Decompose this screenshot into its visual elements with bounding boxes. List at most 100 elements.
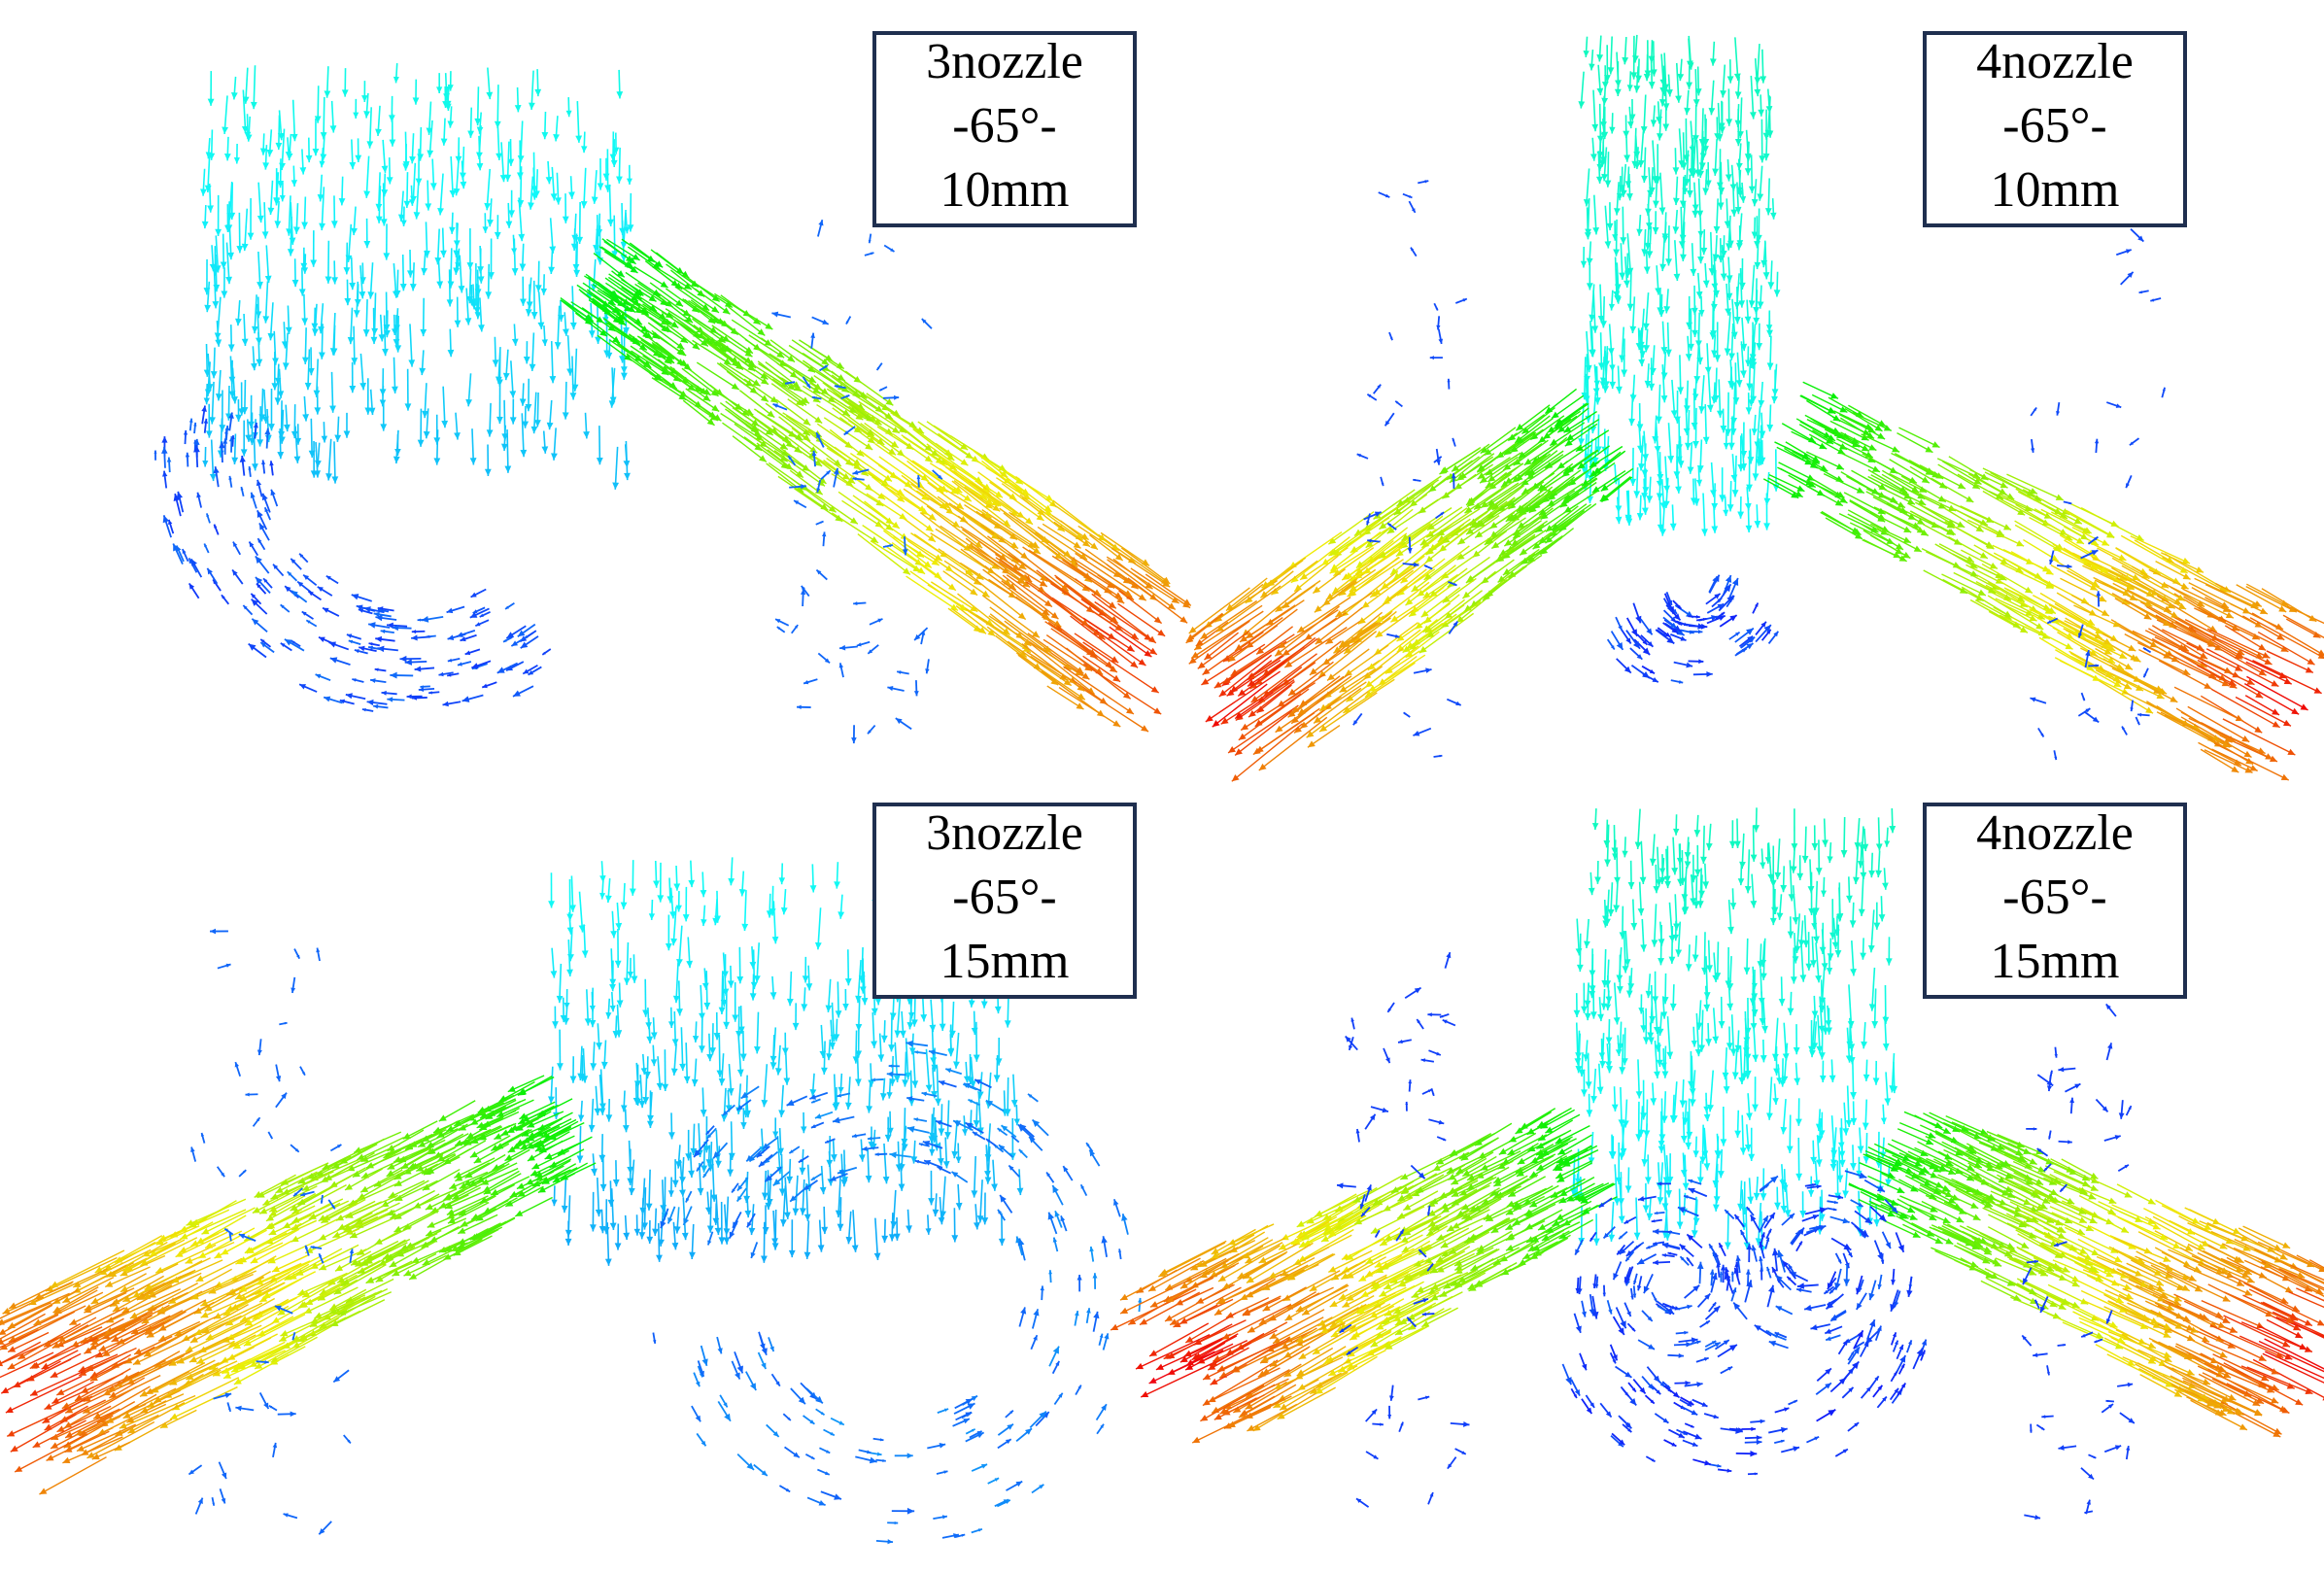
vector-head — [1762, 272, 1770, 280]
vector-head — [1130, 633, 1139, 640]
vector-head — [1425, 667, 1432, 673]
vector-head — [1684, 107, 1691, 116]
flow-vector — [844, 370, 894, 406]
flow-vector — [1004, 620, 1072, 671]
vector-head — [1126, 644, 1135, 652]
vector-head — [496, 379, 503, 387]
flow-vector — [1027, 633, 1084, 674]
vector-head — [612, 482, 620, 490]
vector-head — [1706, 670, 1713, 677]
vector-head — [787, 383, 796, 391]
vector-head — [1670, 410, 1678, 418]
vector-head — [923, 561, 932, 568]
vector-head — [550, 193, 558, 201]
vector-head — [530, 192, 538, 200]
vector-head — [821, 531, 827, 537]
vector-head — [1595, 176, 1603, 184]
vector-head — [1464, 506, 1473, 514]
vector-head — [1717, 202, 1725, 210]
vector-head — [620, 366, 628, 374]
vector-head — [1578, 101, 1586, 109]
vector-head — [464, 318, 472, 325]
vector-head — [1626, 193, 1633, 201]
vector-head — [1615, 296, 1622, 304]
vector-head — [275, 377, 282, 385]
vector-head — [353, 310, 360, 318]
flow-vector — [680, 308, 718, 334]
vector-head — [1740, 370, 1747, 378]
flow-vector — [1343, 610, 1397, 655]
flow-vector — [1082, 641, 1160, 694]
vector-head — [616, 176, 623, 184]
flow-vector — [253, 65, 256, 110]
vector-head — [534, 420, 541, 427]
vector-head — [203, 288, 211, 295]
vector-head — [913, 691, 919, 697]
vector-head — [1698, 406, 1706, 414]
vector-head — [370, 336, 378, 345]
flow-vector — [849, 452, 893, 483]
vector-head — [258, 414, 266, 422]
vector-head — [1663, 485, 1671, 493]
vector-head — [660, 298, 668, 306]
vector-head — [708, 411, 717, 419]
vector-head — [1690, 268, 1697, 277]
flow-vector — [1127, 577, 1188, 624]
vector-head — [611, 251, 619, 258]
vector-head — [154, 450, 157, 454]
vector-head — [1491, 541, 1500, 549]
vector-head — [925, 525, 934, 532]
vector-head — [1420, 610, 1429, 618]
vector-head — [525, 309, 532, 317]
flow-vector — [876, 426, 914, 451]
vector-head — [1738, 282, 1746, 291]
flow-vector — [1428, 460, 1474, 493]
flow-vector — [917, 421, 974, 460]
vector-head — [548, 266, 556, 274]
vector-head — [1708, 107, 1716, 116]
flow-vector — [2014, 524, 2062, 552]
vector-head — [1773, 290, 1781, 297]
vector-head — [597, 183, 604, 190]
vector-head — [325, 276, 332, 284]
vector-head — [722, 335, 731, 342]
vector-head — [349, 282, 357, 291]
vector-head — [1672, 197, 1680, 206]
vector-head — [1643, 266, 1651, 274]
vector-head — [379, 389, 387, 396]
flow-vector — [719, 318, 762, 352]
vector-head — [204, 304, 212, 313]
vector-head — [530, 312, 538, 320]
vector-head — [215, 228, 222, 237]
vector-head — [1125, 707, 1134, 714]
vector-head — [1730, 474, 1738, 482]
vector-head — [571, 384, 579, 392]
vector-head — [313, 390, 321, 397]
vector-head — [386, 177, 393, 185]
vector-head — [1733, 301, 1741, 310]
vector-head — [1586, 257, 1593, 265]
vector-head — [248, 421, 255, 429]
vector-head — [1759, 155, 1766, 163]
vector-head — [486, 91, 494, 100]
vector-head — [1692, 329, 1699, 338]
vector-head — [562, 216, 569, 223]
vector-head — [955, 502, 964, 510]
vector-head — [1550, 438, 1558, 446]
vector-head — [378, 334, 386, 342]
flow-vector — [1261, 557, 1307, 589]
vector-head — [1659, 529, 1667, 536]
vector-head — [1313, 586, 1321, 594]
flow-vector — [877, 464, 930, 501]
vector-head — [965, 452, 974, 460]
vector-head — [1735, 379, 1743, 388]
vector-head — [363, 240, 371, 249]
vector-head — [1604, 241, 1612, 249]
vector-head — [1114, 553, 1123, 561]
vector-head — [584, 318, 593, 325]
vector-head — [1669, 523, 1677, 530]
flow-vector — [1002, 574, 1059, 620]
vector-head — [271, 383, 279, 391]
vector-head — [478, 325, 485, 332]
vector-head — [1516, 424, 1524, 431]
